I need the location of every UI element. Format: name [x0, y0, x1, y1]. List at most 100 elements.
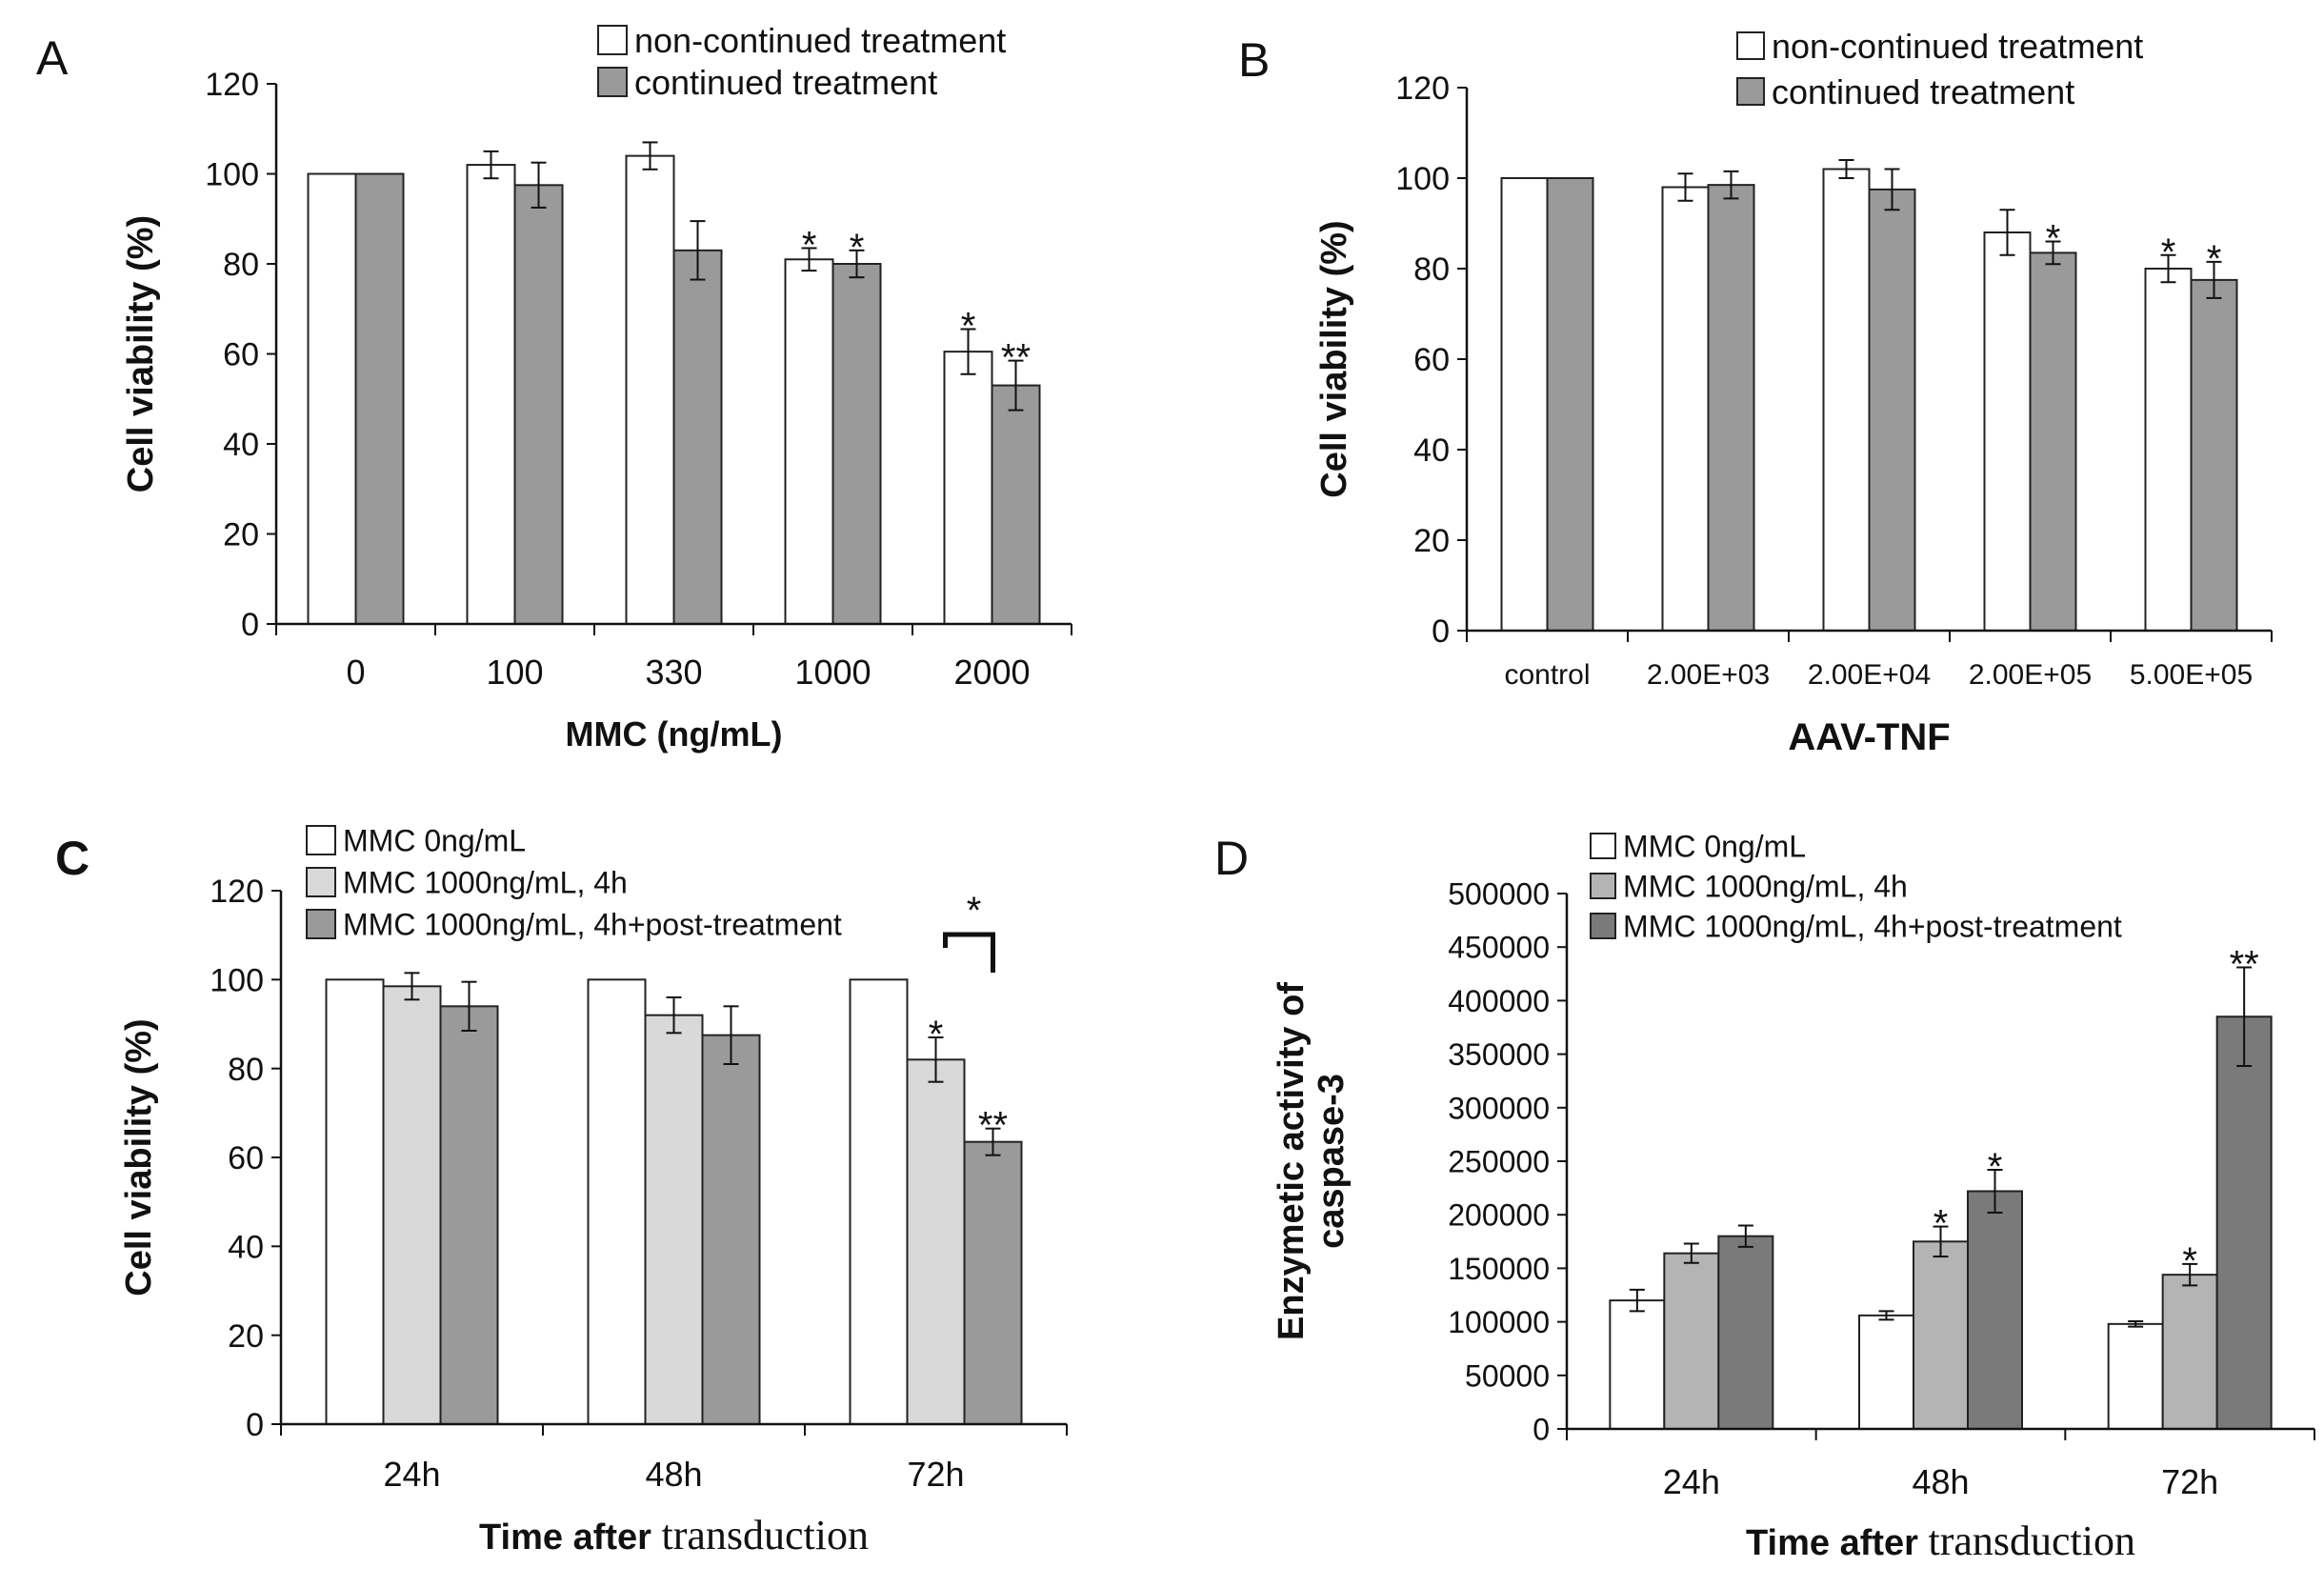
- panel-c: C 0 20 40 60 80 100 120 24h 48h 72h Cell viability …: [55, 824, 1068, 1558]
- panel-a: A 0 20 40 60 80 100 120 0 100 330 1000 2000 Cell viab…: [36, 21, 1072, 754]
- y-tick-label: 500000: [1448, 877, 1550, 912]
- legend-swatch: [1590, 833, 1616, 859]
- legend-label: continued treatment: [1772, 72, 2074, 111]
- y-tick-label: 200000: [1448, 1198, 1550, 1233]
- y-tick-label: 80: [223, 247, 259, 283]
- legend-swatch: [597, 25, 628, 55]
- y-tick-label: 60: [228, 1140, 264, 1176]
- legend-swatch: [306, 909, 336, 939]
- bar: [2107, 1322, 2164, 1431]
- x-tick-label: 2.00E+05: [1969, 659, 2092, 691]
- panel-label: A: [36, 31, 69, 85]
- significance-star: *: [929, 1014, 944, 1055]
- bar: [307, 172, 357, 625]
- y-tick-label: 0: [241, 607, 259, 643]
- y-tick-label: 150000: [1448, 1252, 1550, 1286]
- y-tick-label: 400000: [1448, 984, 1550, 1018]
- x-axis-label-part: Time after: [479, 1518, 661, 1558]
- y-tick-label: 40: [223, 427, 259, 463]
- legend-swatch: [306, 867, 336, 897]
- y-tick-label: 100: [210, 963, 264, 999]
- x-tick-label: 24h: [1663, 1462, 1720, 1501]
- legend-swatch: [1590, 913, 1616, 939]
- significance-star: *: [2046, 218, 2061, 260]
- bar: [1822, 168, 1871, 632]
- x-tick-label: 1000: [794, 653, 871, 692]
- x-axis-label: AAV-TNF: [1788, 716, 1950, 758]
- bar: [1661, 186, 1710, 632]
- y-tick-label: 40: [228, 1230, 264, 1266]
- bar: [906, 1058, 966, 1426]
- bar: [2029, 251, 2077, 632]
- panel-label: B: [1238, 33, 1270, 87]
- x-tick-label: 100: [486, 653, 543, 692]
- x-axis-label: Time after transduction: [479, 1512, 869, 1558]
- bar: [625, 154, 675, 625]
- y-tick-label: 250000: [1448, 1145, 1550, 1179]
- y-tick-label: 450000: [1448, 931, 1550, 965]
- x-tick-label: 48h: [1912, 1462, 1969, 1501]
- legend-label: MMC 1000ng/mL, 4h: [343, 866, 628, 900]
- x-tick-label: 2000: [953, 653, 1030, 692]
- legend-label: MMC 1000ng/mL, 4h+post-treatment: [343, 908, 842, 942]
- bar: [325, 978, 385, 1426]
- comparison-bracket: [943, 932, 995, 973]
- panel-d: D 0 50000 100000 150000 200000 250000 300000 350…: [1214, 830, 2315, 1564]
- y-axis-label: Cell viability (%): [1314, 220, 1354, 497]
- bar: [1546, 177, 1594, 632]
- bar: [1983, 231, 2032, 632]
- bar: [382, 985, 442, 1426]
- y-tick-label: 80: [228, 1052, 264, 1088]
- bar: [831, 263, 882, 625]
- y-tick-label: 300000: [1448, 1091, 1550, 1125]
- significance-star: **: [978, 1105, 1008, 1147]
- bar: [1609, 1299, 1666, 1430]
- y-axis-label: Cell viability (%): [119, 1018, 159, 1296]
- x-axis-label: MMC (ng/mL): [566, 714, 783, 754]
- significance-star: *: [1988, 1146, 2003, 1188]
- x-tick-label: 48h: [645, 1455, 702, 1494]
- y-tick-label: 20: [228, 1318, 264, 1355]
- legend-swatch: [1736, 77, 1765, 106]
- legend-label: non-continued treatment: [1772, 27, 2143, 66]
- x-tick-label: 330: [645, 653, 702, 692]
- bar: [1858, 1314, 1914, 1430]
- legend-swatch: [597, 67, 628, 97]
- legend-label: MMC 1000ng/mL, 4h+post-treatment: [1623, 910, 2122, 944]
- y-tick-label: 80: [1413, 251, 1450, 288]
- y-axis-label: caspase-3: [1312, 1074, 1352, 1249]
- significance-star: *: [2182, 1240, 2197, 1282]
- bar: [963, 1140, 1023, 1425]
- y-axis-label: Enzymetic activity of: [1272, 982, 1312, 1340]
- bar: [2190, 278, 2238, 632]
- y-axis-label: Cell viability (%): [121, 215, 161, 492]
- bar: [849, 978, 909, 1426]
- legend-label: MMC 0ng/mL: [343, 824, 526, 858]
- y-tick-label: 0: [1533, 1413, 1550, 1447]
- significance-star: *: [2207, 238, 2222, 280]
- x-axis-label-part: transduction: [1928, 1518, 2135, 1564]
- y-tick-label: 100: [1395, 161, 1450, 197]
- bar: [466, 164, 516, 626]
- panel-label: C: [55, 832, 90, 885]
- significance-star: *: [1933, 1203, 1949, 1245]
- bar: [2161, 1274, 2218, 1431]
- y-tick-label: 60: [223, 337, 259, 373]
- y-tick-label: 350000: [1448, 1037, 1550, 1072]
- significance-star: **: [2230, 944, 2259, 986]
- bar: [1707, 184, 1755, 632]
- significance-star: **: [1001, 337, 1031, 379]
- bar: [513, 184, 564, 625]
- y-tick-label: 120: [205, 67, 259, 103]
- bar: [587, 978, 647, 1426]
- bar: [644, 1014, 704, 1425]
- x-axis-label-part: transduction: [661, 1512, 869, 1558]
- x-tick-label: 2.00E+03: [1647, 659, 1770, 691]
- y-tick-label: 100000: [1448, 1305, 1550, 1339]
- bar: [784, 258, 834, 625]
- bar: [943, 351, 993, 625]
- bar: [1500, 177, 1549, 632]
- bar: [701, 1034, 761, 1425]
- legend-swatch: [306, 825, 336, 855]
- y-tick-label: 0: [1432, 613, 1450, 650]
